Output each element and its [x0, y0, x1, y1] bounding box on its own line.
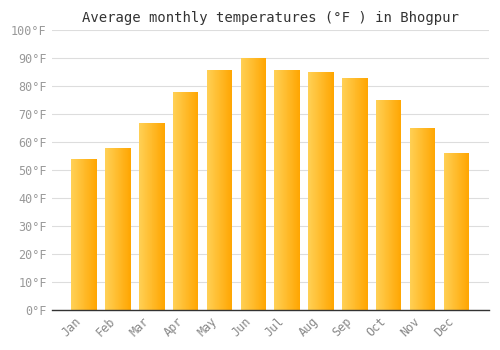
Title: Average monthly temperatures (°F ) in Bhogpur: Average monthly temperatures (°F ) in Bh…	[82, 11, 458, 25]
